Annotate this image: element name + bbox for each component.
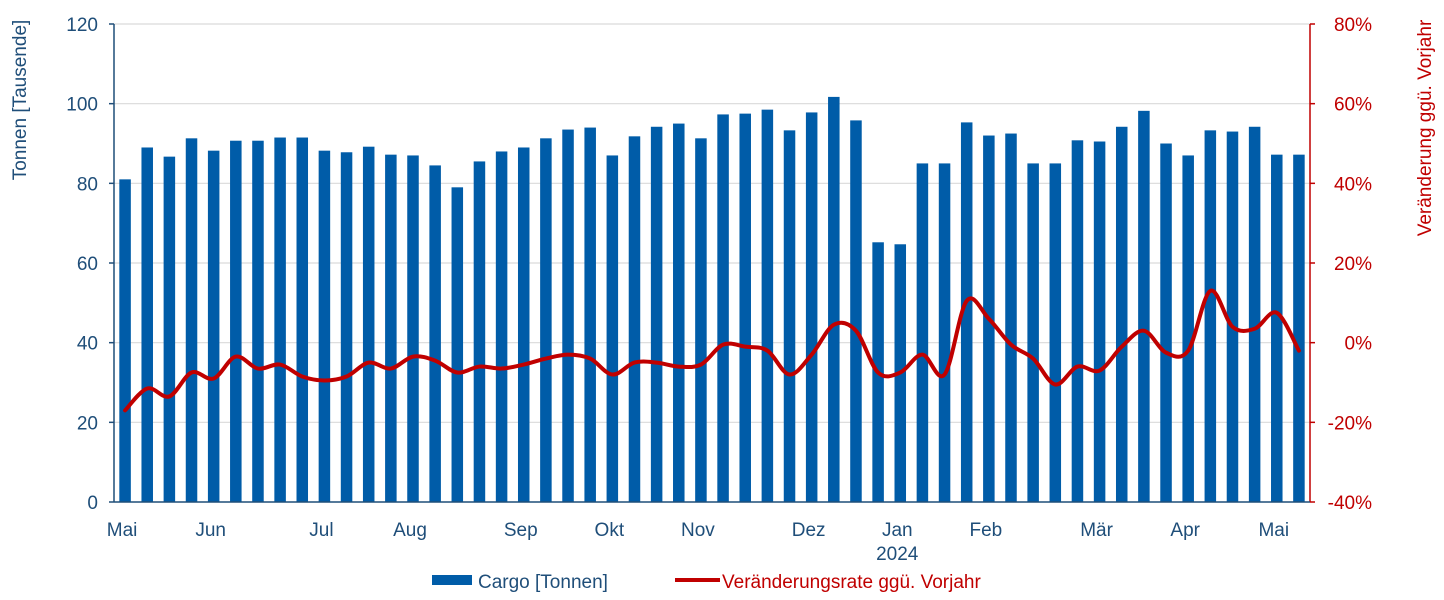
bar: [960, 122, 973, 502]
bar: [805, 112, 818, 503]
x-tick-label: Dez: [792, 520, 826, 541]
change-rate-line: [123, 288, 1301, 413]
bar: [252, 140, 264, 502]
bar: [141, 147, 153, 502]
bar: [916, 163, 929, 502]
bar: [606, 155, 619, 502]
bar: [584, 127, 596, 503]
left-tick-label: 20: [77, 413, 98, 434]
bar: [429, 165, 441, 503]
bar: [628, 136, 641, 502]
x-tick-label: Okt: [595, 520, 625, 541]
bar: [1071, 140, 1084, 502]
bar: [318, 150, 331, 503]
left-tick-label: 100: [66, 95, 98, 116]
left-tick-label: 0: [87, 493, 98, 514]
legend-bar-swatch: [432, 575, 472, 585]
right-tick-label: 60%: [1334, 95, 1372, 116]
x-tick-label: Aug: [393, 520, 427, 541]
bar: [1226, 131, 1239, 503]
bar: [695, 138, 707, 503]
legend: Cargo [Tonnen] Veränderungsrate ggü. Vor…: [432, 572, 981, 593]
right-tick-label: 80%: [1334, 15, 1372, 36]
right-tick-label: -40%: [1328, 493, 1372, 514]
bar: [163, 156, 176, 502]
tick-labels: 0 20 40 60 80 100 120 -40% -20% 0% 20% 40% 60% 80% Mai…: [66, 15, 1372, 565]
left-axis-title: Tonnen [Tausende]: [10, 20, 31, 181]
legend-bar-label: Cargo [Tonnen]: [478, 572, 608, 593]
bar: [540, 138, 552, 503]
x-tick-label: Mär: [1080, 520, 1113, 541]
right-tick-label: 0%: [1345, 334, 1373, 355]
left-tick-label: 40: [77, 334, 98, 355]
x-tick-label: Mai: [1258, 520, 1289, 541]
bar: [385, 154, 397, 503]
bar: [495, 151, 508, 502]
left-tick-label: 120: [66, 15, 98, 36]
bar: [1182, 155, 1194, 502]
bar: [1049, 163, 1062, 502]
bar: [761, 109, 774, 503]
bar: [828, 96, 840, 503]
bar: [1005, 133, 1017, 502]
x-tick-label: Sep: [504, 520, 538, 541]
bar: [1138, 110, 1150, 502]
bar: [185, 138, 198, 503]
bar: [938, 163, 951, 502]
bar: [296, 137, 309, 502]
bar: [1271, 154, 1283, 503]
bar: [1160, 143, 1172, 502]
right-tick-label: 40%: [1334, 174, 1372, 195]
legend-line-label: Veränderungsrate ggü. Vorjahr: [722, 572, 981, 593]
x-tick-label: Jul: [309, 520, 333, 541]
bar: [717, 114, 729, 503]
bar: [1293, 154, 1305, 503]
bar: [517, 147, 530, 502]
bar: [1027, 163, 1039, 502]
bar: [1248, 126, 1261, 503]
x-year-label: 2024: [876, 544, 919, 565]
x-tick-label: Mai: [107, 520, 138, 541]
bar: [1115, 126, 1128, 503]
left-tick-label: 80: [77, 174, 98, 195]
bar: [562, 129, 574, 502]
x-tick-label: Nov: [681, 520, 715, 541]
axes: [109, 23, 1315, 503]
x-tick-label: Feb: [969, 520, 1002, 541]
bar: [1204, 130, 1217, 503]
bar: [673, 123, 685, 502]
bar: [451, 187, 464, 503]
bar: [362, 146, 375, 503]
right-axis-title: Veränderung ggü. Vorjahr: [1415, 19, 1436, 236]
bar: [207, 150, 220, 503]
bar: [1093, 141, 1106, 502]
bar-series: [119, 96, 1305, 503]
bar: [407, 155, 419, 502]
bar: [230, 140, 242, 502]
x-tick-label: Apr: [1170, 520, 1200, 541]
bar: [850, 120, 862, 502]
bar: [473, 161, 486, 503]
bar: [340, 152, 353, 502]
bar: [739, 113, 751, 502]
x-tick-label: Jun: [195, 520, 226, 541]
bar: [274, 137, 286, 502]
bar: [783, 130, 796, 503]
bar: [650, 126, 663, 503]
gridlines: [114, 23, 1310, 423]
right-tick-label: -20%: [1328, 413, 1372, 434]
x-tick-label: Jan: [882, 520, 913, 541]
right-tick-label: 20%: [1334, 254, 1372, 275]
bar: [119, 179, 131, 502]
left-tick-label: 60: [77, 254, 98, 275]
line-series: [123, 288, 1301, 413]
